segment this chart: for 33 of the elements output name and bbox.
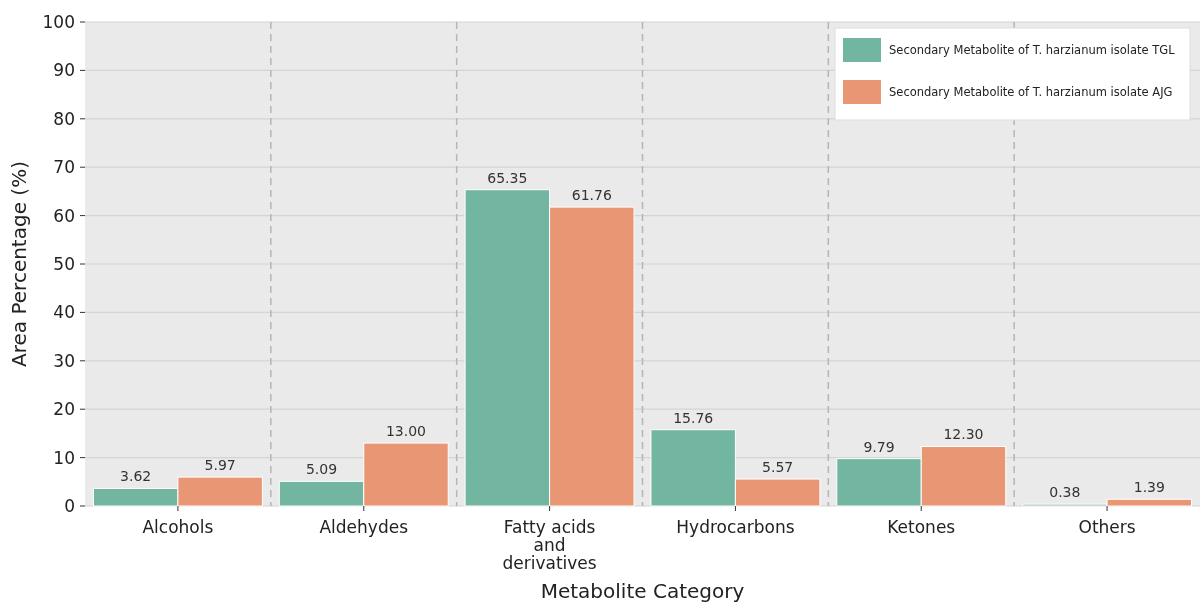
data-label: 0.38 (1049, 484, 1081, 501)
y-tick-label: 60 (53, 205, 75, 226)
y-axis-title: Area Percentage (%) (7, 161, 31, 367)
x-tick-label: Alcohols (142, 517, 214, 537)
y-tick-label: 100 (42, 11, 75, 32)
legend-label: Secondary Metabolite of T. harzianum isolate AJG (889, 85, 1173, 100)
y-tick-label: 50 (53, 253, 75, 274)
y-tick-label: 20 (53, 399, 75, 420)
data-label: 65.35 (487, 169, 528, 186)
y-tick-label: 30 (53, 350, 75, 371)
y-tick-label: 70 (53, 157, 75, 178)
x-tick-label: Aldehydes (319, 517, 409, 537)
data-label: 13.00 (385, 423, 427, 440)
y-tick-label: 80 (53, 108, 75, 129)
x-axis-title: Metabolite Category (540, 579, 745, 603)
y-tick-label: 40 (53, 302, 75, 323)
data-label: 15.76 (673, 409, 714, 426)
x-tick-label: Fatty acids and derivatives (502, 517, 597, 573)
y-tick-label: 0 (64, 495, 75, 516)
legend-label: Secondary Metabolite of T. harzianum isolate TGL (889, 43, 1176, 58)
data-label: 5.57 (762, 459, 794, 476)
x-tick-label: Others (1078, 517, 1136, 537)
y-tick-label: 90 (53, 60, 75, 81)
data-label: 3.62 (120, 468, 152, 485)
y-tick-label: 10 (53, 447, 75, 468)
data-label: 1.39 (1133, 479, 1165, 496)
x-tick-label: Ketones (887, 517, 956, 537)
data-label: 5.09 (305, 461, 338, 478)
data-label: 9.79 (863, 438, 895, 455)
data-label: 61.76 (571, 187, 612, 204)
x-tick-label: Hydrocarbons (676, 517, 795, 537)
data-label: 12.30 (943, 426, 984, 443)
data-label: 5.97 (204, 457, 236, 474)
